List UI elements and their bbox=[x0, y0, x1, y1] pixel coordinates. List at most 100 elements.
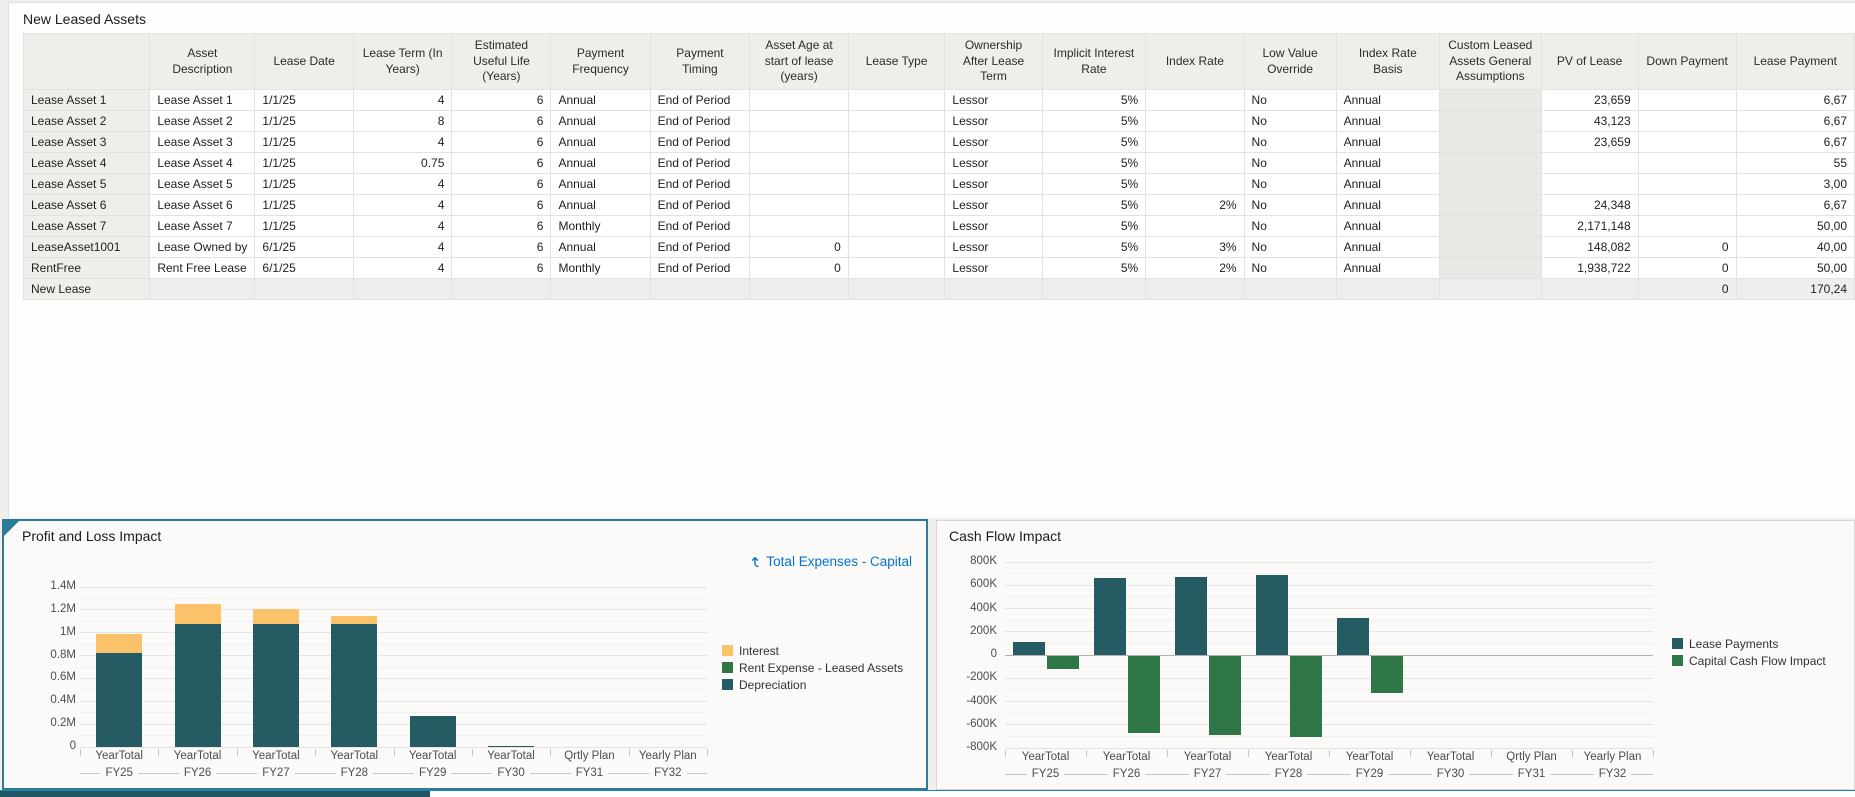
table-cell[interactable]: Lessor bbox=[944, 215, 1043, 237]
column-header[interactable]: Estimated Useful Life (Years) bbox=[451, 33, 552, 90]
table-cell[interactable] bbox=[848, 152, 946, 174]
bar-segment[interactable] bbox=[1336, 618, 1369, 655]
table-cell[interactable] bbox=[749, 194, 849, 216]
table-cell[interactable]: Annual bbox=[550, 236, 651, 258]
table-cell[interactable] bbox=[1145, 215, 1245, 237]
table-cell[interactable] bbox=[749, 215, 849, 237]
column-header[interactable]: Custom Leased Assets General Assumptions bbox=[1439, 33, 1542, 90]
bar-segment[interactable] bbox=[96, 634, 143, 654]
column-header[interactable]: Payment Frequency bbox=[550, 33, 651, 90]
row-header[interactable]: Lease Asset 3 bbox=[23, 131, 151, 153]
table-cell[interactable]: End of Period bbox=[650, 152, 751, 174]
table-cell[interactable]: 1/1/25 bbox=[254, 173, 354, 195]
table-cell[interactable]: No bbox=[1244, 257, 1337, 279]
table-cell[interactable] bbox=[749, 173, 849, 195]
table-cell[interactable] bbox=[1638, 110, 1737, 132]
table-cell[interactable]: 5% bbox=[1042, 89, 1147, 111]
bar-segment[interactable] bbox=[1289, 656, 1322, 737]
table-cell[interactable] bbox=[848, 173, 946, 195]
table-cell[interactable]: 6 bbox=[451, 236, 552, 258]
table-cell[interactable]: Lessor bbox=[944, 152, 1043, 174]
table-cell[interactable]: 0.75 bbox=[353, 152, 453, 174]
table-cell[interactable]: Lease Asset 1 bbox=[149, 89, 256, 111]
table-cell[interactable]: No bbox=[1244, 131, 1337, 153]
table-cell[interactable] bbox=[1541, 152, 1639, 174]
table-cell[interactable]: 23,659 bbox=[1541, 131, 1639, 153]
legend-item[interactable]: Lease Payments bbox=[1672, 635, 1826, 652]
column-header[interactable]: Lease Term (In Years) bbox=[353, 33, 453, 90]
column-header[interactable]: PV of Lease bbox=[1541, 33, 1639, 90]
bar-segment[interactable] bbox=[409, 716, 456, 747]
table-cell[interactable] bbox=[1638, 131, 1737, 153]
table-cell[interactable]: 148,082 bbox=[1541, 236, 1639, 258]
column-header[interactable]: Implicit Interest Rate bbox=[1042, 33, 1147, 90]
table-cell[interactable]: 5% bbox=[1042, 110, 1147, 132]
bar-segment[interactable] bbox=[1370, 656, 1403, 694]
table-cell[interactable]: 6,67 bbox=[1736, 194, 1855, 216]
table-cell[interactable]: 3% bbox=[1145, 236, 1245, 258]
table-cell[interactable]: 4 bbox=[353, 173, 453, 195]
table-cell[interactable]: 1/1/25 bbox=[254, 152, 354, 174]
table-cell[interactable]: 5% bbox=[1042, 131, 1147, 153]
bar-segment[interactable] bbox=[252, 609, 299, 624]
row-header[interactable]: Lease Asset 2 bbox=[23, 110, 151, 132]
table-cell[interactable]: 6 bbox=[451, 131, 552, 153]
table-cell[interactable] bbox=[749, 89, 849, 111]
table-cell[interactable]: 40,00 bbox=[1736, 236, 1855, 258]
table-cell[interactable]: 1,938,722 bbox=[1541, 257, 1639, 279]
table-cell[interactable]: 4 bbox=[353, 194, 453, 216]
table-cell[interactable]: 5% bbox=[1042, 236, 1147, 258]
table-cell[interactable]: Lease Asset 7 bbox=[149, 215, 256, 237]
row-header[interactable]: Lease Asset 4 bbox=[23, 152, 151, 174]
table-cell[interactable]: 6/1/25 bbox=[254, 236, 354, 258]
table-cell[interactable]: 50,00 bbox=[1736, 215, 1855, 237]
table-cell[interactable]: 1/1/25 bbox=[254, 89, 354, 111]
table-cell[interactable]: 43,123 bbox=[1541, 110, 1639, 132]
table-cell[interactable]: 2,171,148 bbox=[1541, 215, 1639, 237]
bar-segment[interactable] bbox=[174, 623, 221, 747]
table-cell[interactable]: 4 bbox=[353, 236, 453, 258]
bar-segment[interactable] bbox=[1093, 578, 1126, 655]
column-header[interactable]: Index Rate bbox=[1145, 33, 1245, 90]
table-cell[interactable]: Lessor bbox=[944, 131, 1043, 153]
table-cell[interactable]: 5% bbox=[1042, 173, 1147, 195]
table-cell[interactable]: No bbox=[1244, 89, 1337, 111]
table-cell[interactable]: Lease Asset 4 bbox=[149, 152, 256, 174]
bar-segment[interactable] bbox=[1208, 656, 1241, 736]
table-cell[interactable] bbox=[1145, 173, 1245, 195]
table-cell[interactable]: Annual bbox=[550, 89, 651, 111]
legend-item[interactable]: Interest bbox=[722, 642, 903, 659]
row-header[interactable]: LeaseAsset1001 bbox=[23, 236, 151, 258]
table-cell[interactable] bbox=[848, 110, 946, 132]
table-cell[interactable]: No bbox=[1244, 173, 1337, 195]
table-cell[interactable]: No bbox=[1244, 152, 1337, 174]
table-cell[interactable]: Annual bbox=[1336, 215, 1441, 237]
table-cell[interactable] bbox=[1541, 173, 1639, 195]
column-header[interactable] bbox=[23, 33, 151, 90]
table-cell[interactable]: 6 bbox=[451, 89, 552, 111]
table-cell[interactable]: 0 bbox=[1638, 236, 1737, 258]
table-cell[interactable]: Lessor bbox=[944, 173, 1043, 195]
table-cell[interactable]: Annual bbox=[1336, 257, 1441, 279]
table-cell[interactable]: 4 bbox=[353, 89, 453, 111]
table-cell[interactable]: 1/1/25 bbox=[254, 215, 354, 237]
table-cell[interactable]: Annual bbox=[550, 131, 651, 153]
bar-segment[interactable] bbox=[1012, 641, 1045, 655]
table-cell[interactable]: 1/1/25 bbox=[254, 194, 354, 216]
table-cell[interactable]: 0 bbox=[1638, 257, 1737, 279]
table-cell[interactable] bbox=[749, 152, 849, 174]
table-cell[interactable]: 0 bbox=[749, 236, 849, 258]
legend-item[interactable]: Depreciation bbox=[722, 676, 903, 693]
table-cell[interactable]: Annual bbox=[1336, 131, 1441, 153]
pnl-impact-panel[interactable]: Profit and Loss Impact Total Expenses - … bbox=[2, 519, 928, 790]
table-cell[interactable] bbox=[848, 194, 946, 216]
row-header[interactable]: Lease Asset 5 bbox=[23, 173, 151, 195]
table-cell[interactable]: End of Period bbox=[650, 89, 751, 111]
table-cell[interactable]: No bbox=[1244, 194, 1337, 216]
row-header[interactable]: Lease Asset 1 bbox=[23, 89, 151, 111]
table-cell[interactable]: 4 bbox=[353, 257, 453, 279]
bar-segment[interactable] bbox=[1174, 576, 1207, 655]
table-cell[interactable]: End of Period bbox=[650, 215, 751, 237]
table-cell[interactable]: No bbox=[1244, 110, 1337, 132]
bar-segment[interactable] bbox=[331, 616, 378, 624]
